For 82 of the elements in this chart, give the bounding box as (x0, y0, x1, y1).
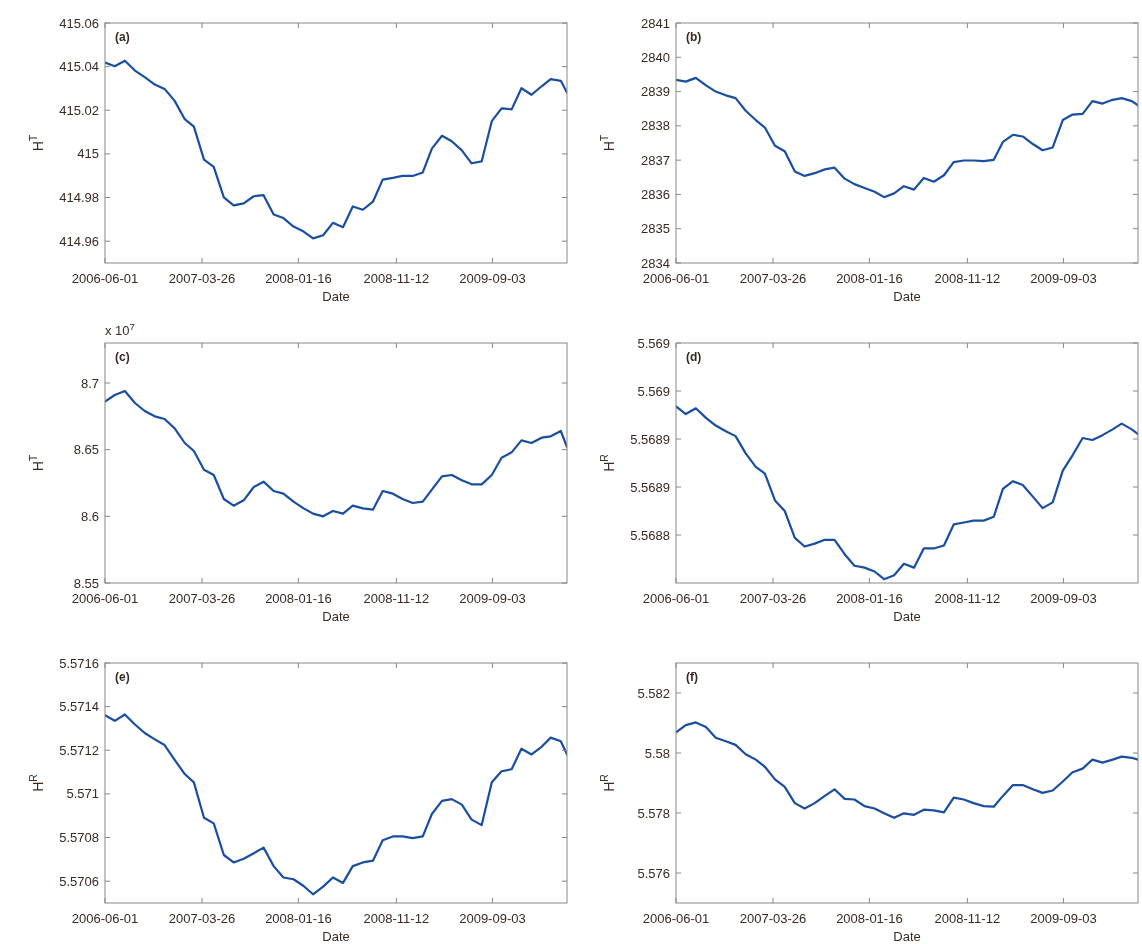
x-axis-title: Date (893, 609, 921, 624)
x-tick-label: 2009-09-03 (459, 271, 526, 286)
y-tick-label: 5.5689 (630, 479, 670, 495)
x-tick-label: 2008-11-12 (363, 911, 430, 926)
x-tick-label: 2007-03-26 (168, 591, 236, 606)
text: x 10$^{7}$ (105, 320, 136, 338)
y-tick-label: 5.5688 (630, 527, 670, 543)
x-tick-label: 2007-03-26 (168, 911, 236, 926)
line-series (105, 389, 567, 518)
x-tick-label: 2008-01-16 (265, 591, 332, 606)
x-tick-label: 2009-09-03 (1030, 271, 1097, 286)
y-tick-label: 415.04 (59, 59, 99, 75)
y-tick-label: 2838 (641, 118, 670, 134)
x-axis-title: Date (322, 289, 350, 304)
y-tick-label: 415.06 (59, 15, 99, 31)
y-tick-label: 5.5716 (59, 655, 99, 671)
line-series (676, 405, 1138, 581)
y-tick-label: 2836 (641, 186, 670, 202)
text: (f) (686, 670, 698, 684)
x-tick-label: 2006-06-01 (71, 911, 139, 926)
y-tick-label: 5.5689 (630, 431, 670, 447)
x-tick-label: 2009-09-03 (1030, 591, 1097, 606)
line-series (676, 76, 1138, 199)
x-tick-label: 2009-09-03 (1030, 911, 1097, 926)
y-tick-label: 2837 (641, 152, 670, 168)
y-tick-label: 8.7 (80, 375, 99, 391)
x-axis-title: Date (322, 929, 350, 944)
y-tick-label: 5.5708 (59, 830, 99, 846)
y-tick-label: 5.569 (637, 335, 670, 351)
y-tick-label: 414.98 (59, 190, 99, 206)
x-tick-label: 2006-06-01 (642, 591, 710, 606)
y-tick-label: 2840 (641, 49, 670, 65)
text: (e) (115, 670, 130, 684)
x-tick-label: 2006-06-01 (642, 271, 710, 286)
x-tick-label: 2007-03-26 (168, 271, 236, 286)
line-series (105, 59, 567, 240)
x-axis-title: Date (893, 289, 921, 304)
x-tick-label: 2009-09-03 (459, 911, 526, 926)
text: (a) (115, 30, 130, 44)
y-tick-label: 5.578 (637, 805, 670, 821)
y-tick-label: 8.6 (80, 508, 99, 524)
y-tick-label: 5.582 (637, 685, 670, 701)
x-axis-title: Date (893, 929, 921, 944)
x-tick-label: 2006-06-01 (642, 911, 710, 926)
x-tick-label: 2006-06-01 (71, 591, 139, 606)
x-tick-label: 2006-06-01 (71, 271, 139, 286)
x-tick-label: 2008-01-16 (265, 911, 332, 926)
x-tick-label: 2007-03-26 (739, 591, 807, 606)
line-series (105, 713, 567, 896)
text: (d) (686, 350, 702, 364)
x-tick-label: 2008-11-12 (934, 271, 1001, 286)
x-tick-label: 2008-11-12 (363, 591, 430, 606)
x-tick-label: 2008-01-16 (836, 591, 903, 606)
x-tick-label: 2008-11-12 (934, 911, 1001, 926)
x-tick-label: 2007-03-26 (739, 271, 807, 286)
y-tick-label: 2839 (641, 84, 670, 100)
text: (b) (686, 30, 702, 44)
y-tick-label: 415.02 (59, 102, 99, 118)
y-tick-label: 5.571 (66, 786, 99, 802)
y-tick-label: 2834 (641, 255, 670, 271)
x-tick-label: 2008-01-16 (836, 911, 903, 926)
x-tick-label: 2009-09-03 (459, 591, 526, 606)
text: (c) (115, 350, 130, 364)
x-axis-title: Date (322, 609, 350, 624)
y-tick-label: 2835 (641, 221, 670, 237)
y-tick-label: 5.58 (644, 745, 670, 761)
x-tick-label: 2007-03-26 (739, 911, 807, 926)
x-tick-label: 2008-11-12 (934, 591, 1001, 606)
x-tick-label: 2008-11-12 (363, 271, 430, 286)
y-tick-label: 8.55 (73, 575, 99, 591)
line-series (676, 721, 1138, 819)
y-tick-label: 5.576 (637, 865, 670, 881)
y-tick-label: 2841 (641, 15, 670, 31)
y-tick-label: 5.5712 (59, 742, 99, 758)
y-tick-label: 5.569 (637, 383, 670, 399)
y-tick-label: 5.5706 (59, 873, 99, 889)
y-tick-label: 5.5714 (59, 699, 99, 715)
x-tick-label: 2008-01-16 (265, 271, 332, 286)
y-tick-label: 8.65 (73, 442, 99, 458)
y-tick-label: 414.96 (59, 233, 99, 249)
y-tick-label: 415 (77, 146, 99, 162)
x-tick-label: 2008-01-16 (836, 271, 903, 286)
